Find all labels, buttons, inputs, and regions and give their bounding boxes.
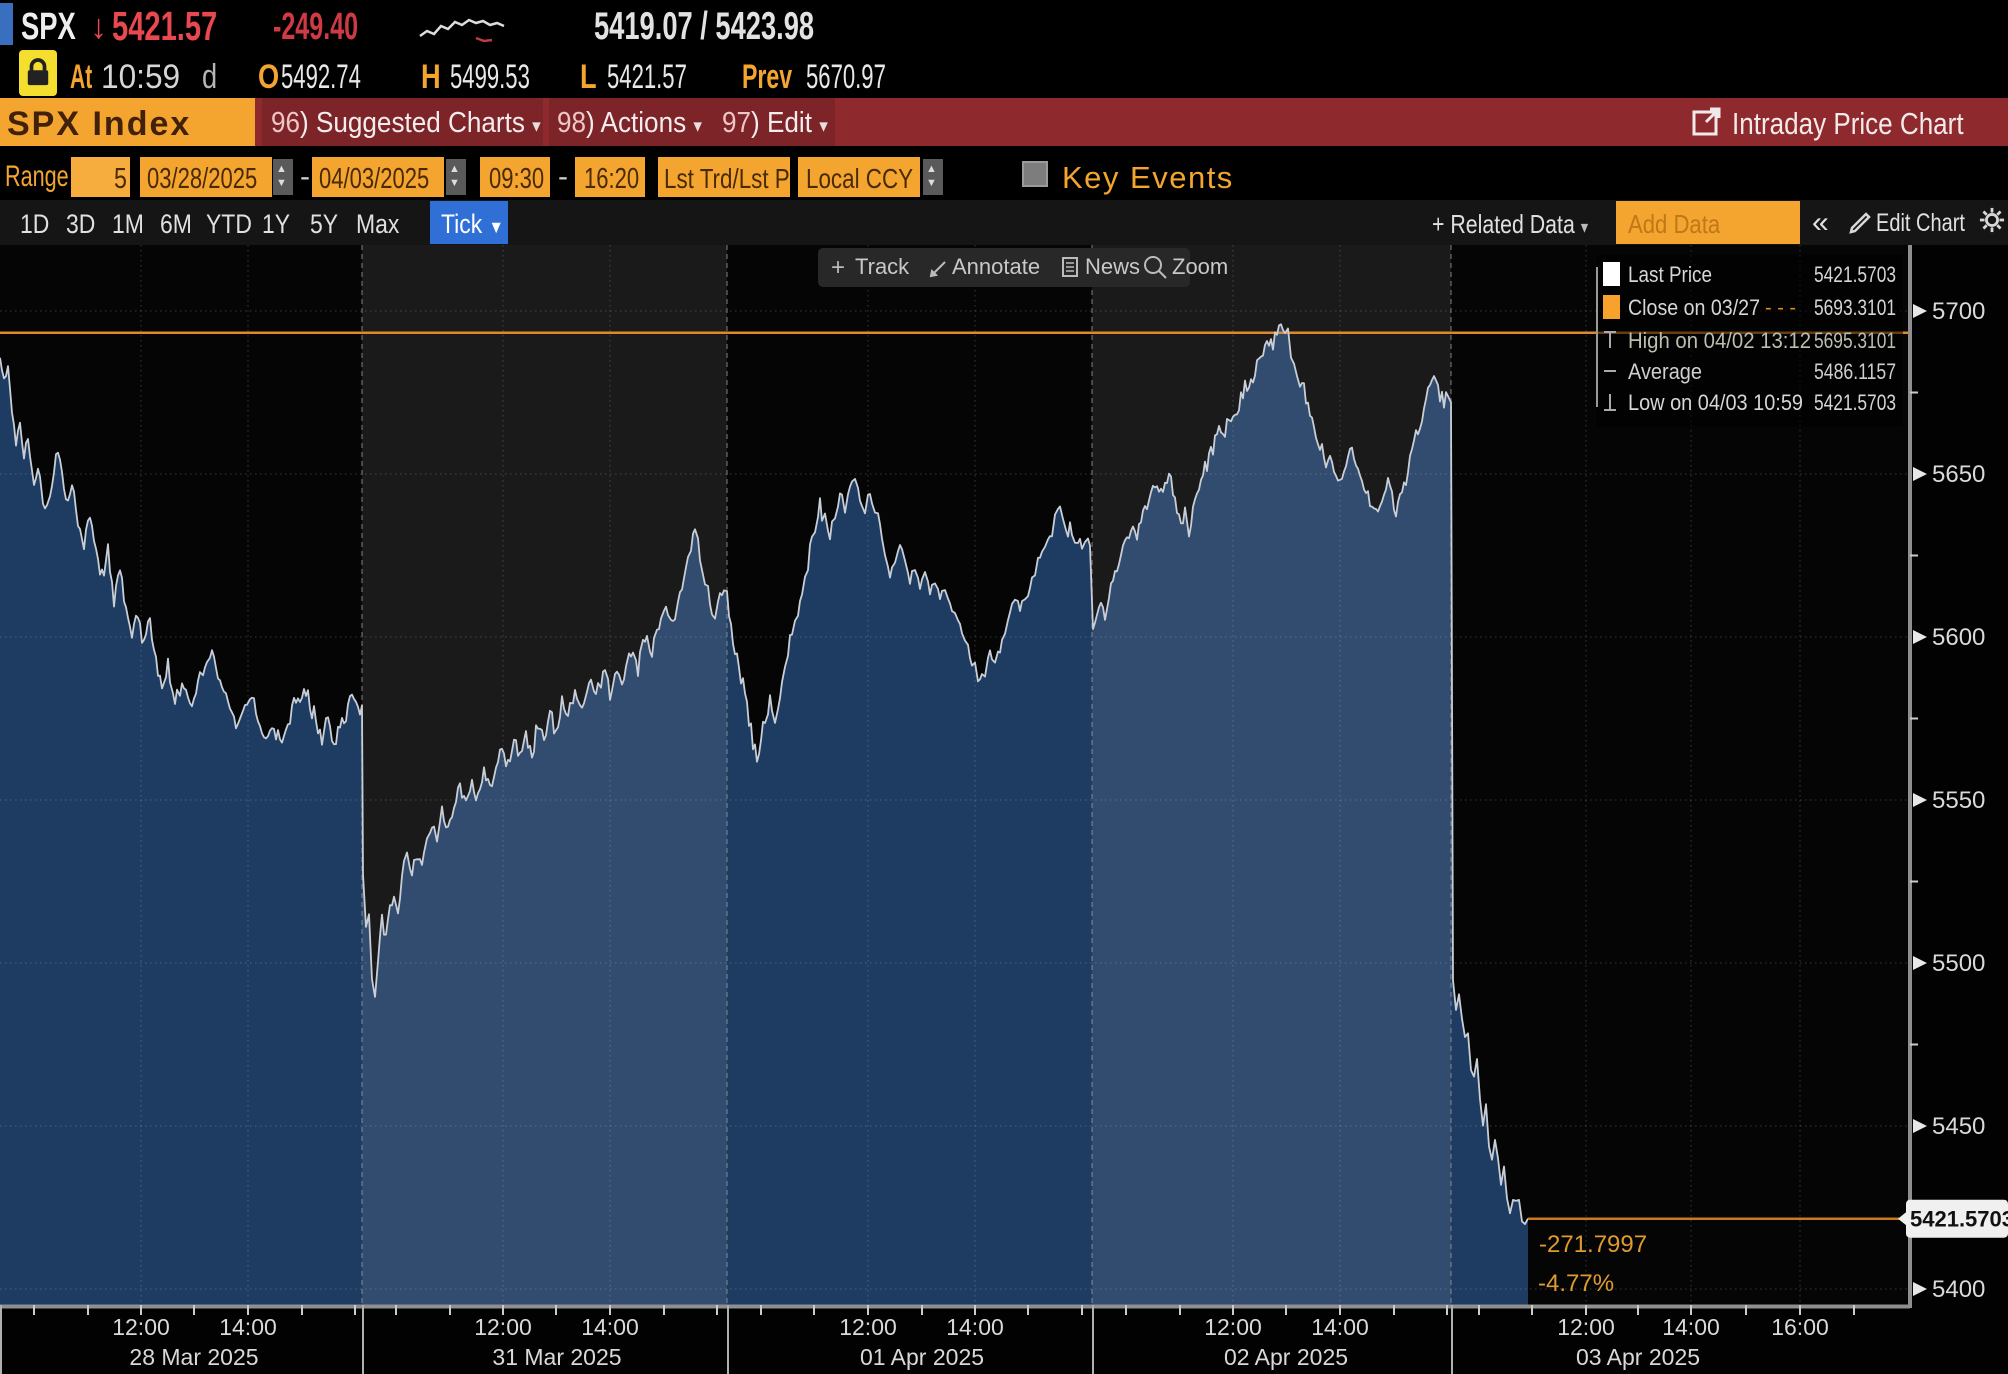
svg-text:- - -: - - - xyxy=(1765,297,1796,319)
svg-text:Close on 03/27: Close on 03/27 xyxy=(1628,295,1760,320)
svg-text:31 Mar 2025: 31 Mar 2025 xyxy=(492,1344,621,1370)
svg-text:5421.5703: 5421.5703 xyxy=(1910,1207,2008,1232)
svg-text:14:00: 14:00 xyxy=(1311,1314,1369,1340)
svg-text:02 Apr 2025: 02 Apr 2025 xyxy=(1224,1344,1348,1370)
svg-text:Annotate: Annotate xyxy=(952,254,1040,279)
svg-text:5486.1157: 5486.1157 xyxy=(1814,359,1896,384)
svg-text:-4.77%: -4.77% xyxy=(1538,1270,1614,1297)
svg-text:14:00: 14:00 xyxy=(1662,1314,1720,1340)
svg-text:12:00: 12:00 xyxy=(1557,1314,1615,1340)
svg-text:12:00: 12:00 xyxy=(839,1314,897,1340)
svg-text:12:00: 12:00 xyxy=(112,1314,170,1340)
svg-text:5450: 5450 xyxy=(1932,1113,1985,1140)
svg-text:12:00: 12:00 xyxy=(474,1314,532,1340)
svg-text:Low on 04/03 10:59: Low on 04/03 10:59 xyxy=(1628,390,1803,415)
svg-text:5550: 5550 xyxy=(1932,787,1985,814)
svg-text:5400: 5400 xyxy=(1932,1276,1985,1303)
svg-text:5695.3101: 5695.3101 xyxy=(1814,328,1896,353)
svg-text:5500: 5500 xyxy=(1932,950,1985,977)
svg-text:5600: 5600 xyxy=(1932,624,1985,651)
svg-text:Average: Average xyxy=(1628,359,1702,384)
svg-text:Last Price: Last Price xyxy=(1628,262,1712,287)
svg-text:03 Apr 2025: 03 Apr 2025 xyxy=(1576,1344,1700,1370)
svg-text:14:00: 14:00 xyxy=(581,1314,639,1340)
svg-text:5700: 5700 xyxy=(1932,298,1985,325)
svg-text:12:00: 12:00 xyxy=(1204,1314,1262,1340)
svg-text:14:00: 14:00 xyxy=(219,1314,277,1340)
svg-text:Zoom: Zoom xyxy=(1172,254,1228,279)
svg-text:16:00: 16:00 xyxy=(1771,1314,1829,1340)
svg-text:5650: 5650 xyxy=(1932,461,1985,488)
svg-text:5693.3101: 5693.3101 xyxy=(1814,295,1896,320)
svg-text:High on 04/02 13:12: High on 04/02 13:12 xyxy=(1628,328,1811,353)
svg-text:5421.5703: 5421.5703 xyxy=(1814,390,1896,415)
svg-text:5421.5703: 5421.5703 xyxy=(1814,262,1896,287)
svg-text:News: News xyxy=(1085,254,1140,279)
svg-text:-271.7997: -271.7997 xyxy=(1539,1231,1647,1258)
svg-text:Track: Track xyxy=(855,254,910,279)
svg-text:01 Apr 2025: 01 Apr 2025 xyxy=(860,1344,984,1370)
svg-text:28 Mar 2025: 28 Mar 2025 xyxy=(129,1344,258,1370)
svg-text:+: + xyxy=(831,254,845,281)
svg-text:14:00: 14:00 xyxy=(946,1314,1004,1340)
